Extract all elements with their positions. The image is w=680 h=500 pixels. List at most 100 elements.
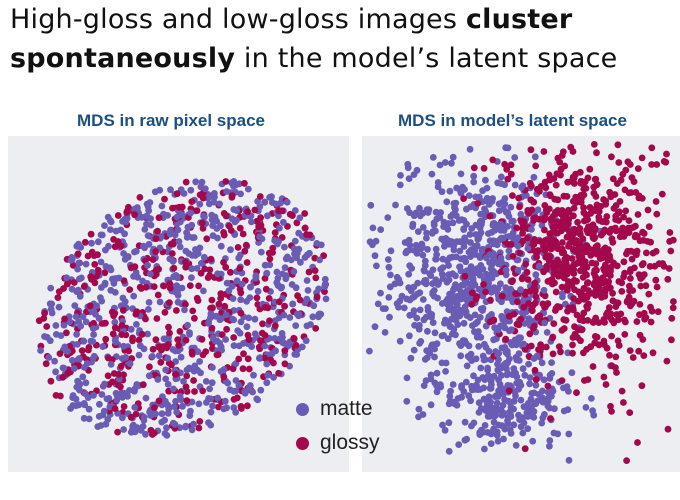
matte-point xyxy=(292,322,300,329)
glossy-point xyxy=(311,267,319,274)
matte-point xyxy=(472,193,480,201)
matte-point xyxy=(506,398,514,406)
glossy-point xyxy=(543,262,551,270)
matte-point xyxy=(538,359,546,367)
matte-point xyxy=(101,380,108,388)
matte-point xyxy=(113,396,121,404)
matte-point xyxy=(482,176,489,184)
glossy-point xyxy=(239,365,247,373)
matte-point xyxy=(423,206,431,214)
matte-point xyxy=(111,337,119,344)
matte-point xyxy=(568,369,576,377)
matte-point xyxy=(502,271,510,279)
matte-point xyxy=(524,425,532,433)
matte-point xyxy=(52,368,59,376)
matte-point xyxy=(176,243,184,251)
glossy-point xyxy=(593,333,601,341)
matte-point xyxy=(203,399,210,406)
matte-point xyxy=(456,340,463,347)
matte-point xyxy=(90,331,97,338)
matte-point xyxy=(497,220,505,228)
glossy-point xyxy=(474,200,482,207)
glossy-point xyxy=(542,184,550,192)
glossy-point xyxy=(595,217,603,224)
glossy-point xyxy=(166,299,173,307)
glossy-point xyxy=(612,353,620,361)
glossy-point xyxy=(117,362,125,370)
matte-point xyxy=(122,218,130,226)
glossy-point xyxy=(584,317,592,324)
matte-point xyxy=(489,257,497,265)
matte-point xyxy=(432,255,439,263)
matte-point xyxy=(523,409,531,416)
matte-point xyxy=(463,267,471,275)
matte-point xyxy=(476,314,484,321)
glossy-point xyxy=(189,307,197,315)
glossy-point xyxy=(648,161,655,168)
matte-point xyxy=(73,288,81,295)
glossy-point xyxy=(648,144,656,152)
glossy-point xyxy=(627,189,635,196)
glossy-point xyxy=(123,208,131,216)
matte-point xyxy=(158,202,166,210)
glossy-point xyxy=(275,369,282,377)
glossy-point xyxy=(547,245,555,253)
matte-point xyxy=(82,318,90,326)
glossy-point xyxy=(600,373,608,381)
glossy-point xyxy=(552,181,560,189)
matte-point xyxy=(528,390,536,397)
matte-point xyxy=(82,379,90,387)
glossy-point xyxy=(618,387,626,395)
matte-point xyxy=(503,347,511,355)
matte-point xyxy=(422,377,430,384)
glossy-point xyxy=(608,408,615,415)
glossy-point xyxy=(572,193,580,201)
matte-point xyxy=(144,330,152,338)
matte-point xyxy=(472,355,480,363)
matte-point xyxy=(167,186,174,194)
glossy-point xyxy=(614,299,622,307)
matte-point xyxy=(453,301,461,309)
matte-point xyxy=(120,426,127,433)
glossy-point xyxy=(561,162,569,170)
matte-point xyxy=(144,261,152,269)
glossy-point xyxy=(303,231,310,238)
matte-point xyxy=(74,242,81,250)
matte-point xyxy=(416,204,423,212)
matte-point xyxy=(514,266,522,274)
glossy-point xyxy=(556,303,564,311)
glossy-point xyxy=(57,392,64,400)
matte-point xyxy=(142,394,150,402)
glossy-point xyxy=(193,294,201,302)
glossy-point xyxy=(188,348,196,356)
glossy-point xyxy=(104,372,112,380)
matte-point xyxy=(170,385,177,393)
glossy-point xyxy=(516,203,523,211)
matte-point xyxy=(485,393,493,401)
matte-point xyxy=(431,353,438,361)
matte-point xyxy=(436,161,444,169)
glossy-point xyxy=(532,293,540,301)
matte-point xyxy=(236,329,244,337)
glossy-point xyxy=(78,347,86,354)
glossy-point xyxy=(91,279,99,287)
matte-point xyxy=(532,400,540,408)
glossy-point xyxy=(207,255,215,263)
matte-point xyxy=(226,386,234,394)
glossy-point xyxy=(614,337,622,345)
glossy-point xyxy=(571,323,578,331)
glossy-point xyxy=(550,259,558,267)
matte-point xyxy=(483,270,490,278)
glossy-point xyxy=(240,350,247,358)
matte-point xyxy=(449,219,457,227)
matte-point xyxy=(272,347,279,355)
glossy-point xyxy=(244,208,252,216)
matte-point xyxy=(518,184,526,191)
glossy-point xyxy=(93,273,100,280)
matte-point xyxy=(426,270,434,277)
matte-point xyxy=(170,403,178,410)
matte-point xyxy=(440,218,448,226)
matte-point xyxy=(414,290,421,298)
glossy-point xyxy=(166,329,173,337)
glossy-point xyxy=(578,314,585,321)
